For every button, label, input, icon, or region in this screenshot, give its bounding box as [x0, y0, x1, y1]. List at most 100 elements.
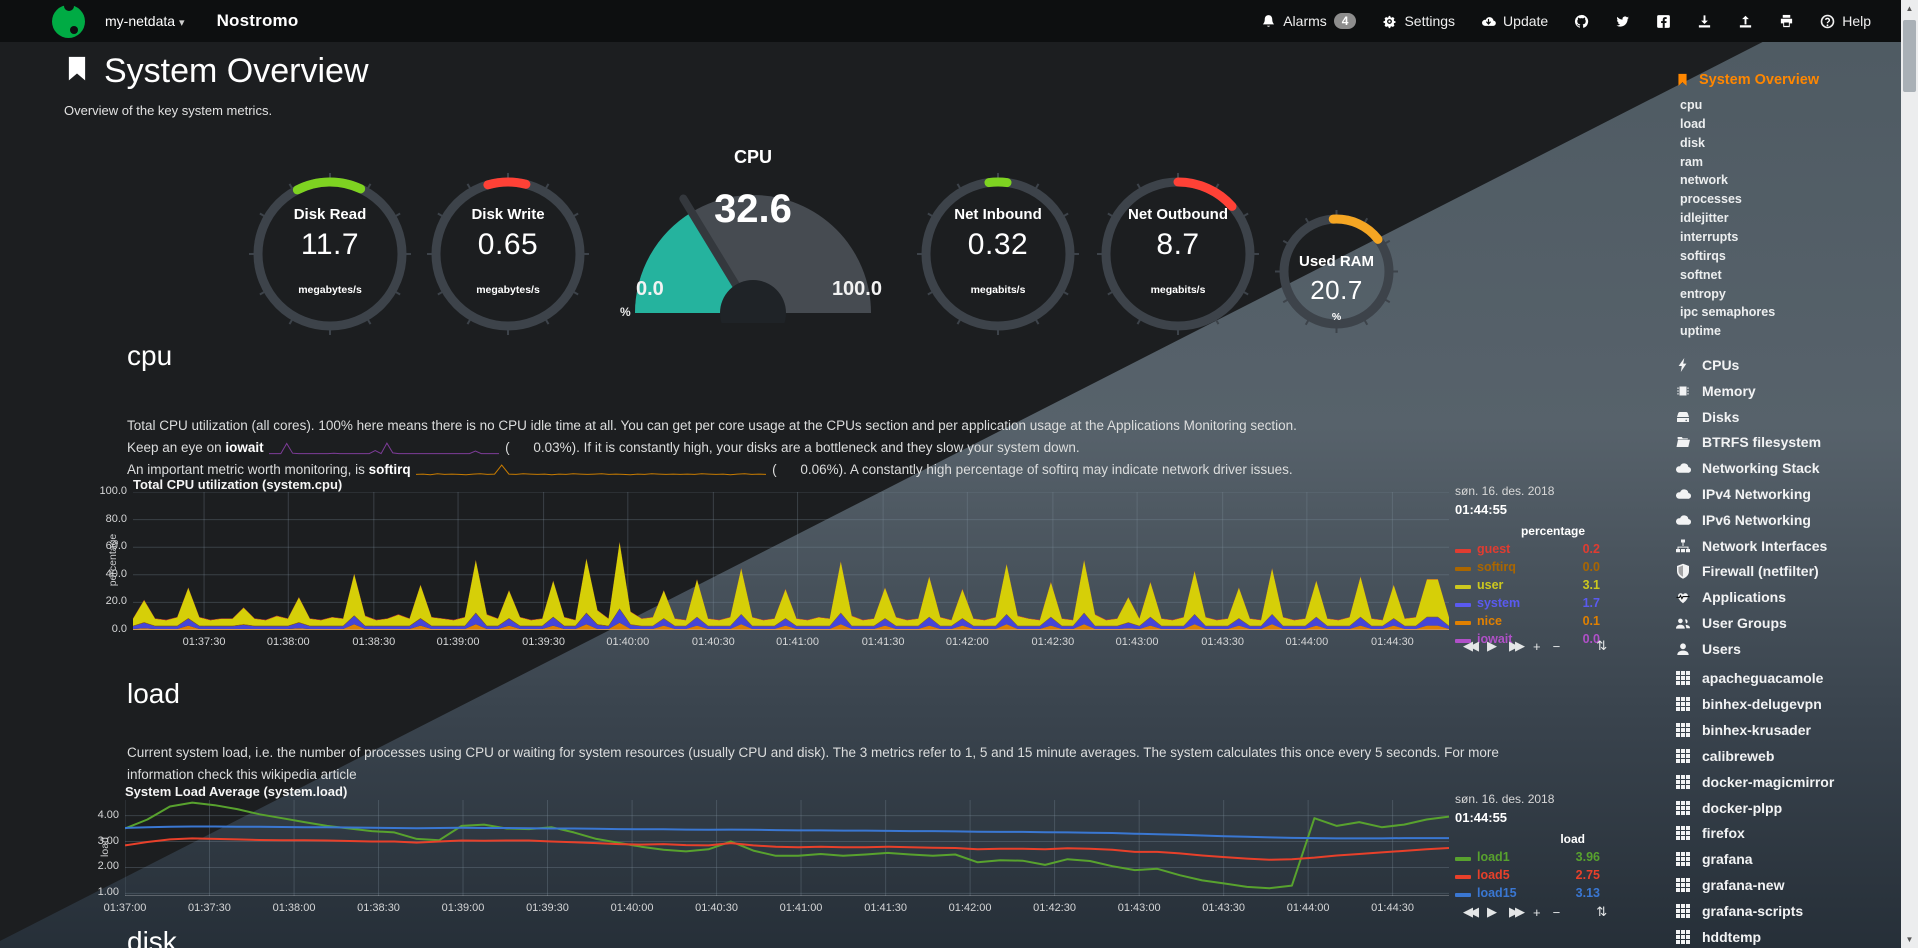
sidebar-subitem-ram[interactable]: ram: [1680, 154, 1703, 169]
x-tick-label: 01:40:00: [606, 636, 650, 648]
sidebar-item-memory[interactable]: Memory: [1675, 383, 1756, 399]
sidebar-item-applications[interactable]: Applications: [1675, 589, 1786, 605]
zoom-out-icon[interactable]: −: [1552, 904, 1561, 920]
sidebar-item-firefox[interactable]: firefox: [1675, 825, 1745, 841]
pan-left-icon[interactable]: ◀◀: [1463, 904, 1479, 919]
sidebar-item-docker-plpp[interactable]: docker-plpp: [1675, 800, 1782, 816]
sidebar-subitem-entropy[interactable]: entropy: [1680, 286, 1726, 301]
sidebar-item-ipv6-networking[interactable]: IPv6 Networking: [1675, 512, 1811, 528]
cpu-gauge[interactable]: CPU 32.6 0.0 100.0 %: [618, 145, 888, 330]
nav-item-settings[interactable]: Settings: [1382, 13, 1455, 29]
sidebar-item-system-overview[interactable]: System Overview: [1676, 72, 1819, 88]
upload-icon: [1738, 14, 1753, 29]
sidebar-item-firewall-netfilter-[interactable]: Firewall (netfilter): [1675, 563, 1819, 579]
th-icon: [1675, 877, 1691, 893]
gauge-net-inbound[interactable]: Net Inbound 0.32 megabits/s: [916, 172, 1080, 336]
x-tick-label: 01:38:30: [357, 902, 400, 914]
sidebar-subitem-load[interactable]: load: [1680, 116, 1706, 131]
resize-handle-icon[interactable]: ⇅: [1596, 638, 1608, 653]
sidebar-item-apacheguacamole[interactable]: apacheguacamole: [1675, 670, 1823, 686]
sidebar-subitem-ipc-semaphores[interactable]: ipc semaphores: [1680, 305, 1776, 320]
sidebar-item-cpus[interactable]: CPUs: [1675, 357, 1739, 373]
sidebar-item-calibreweb[interactable]: calibreweb: [1675, 748, 1774, 764]
legend-swatch: [1455, 875, 1471, 879]
legend-name: system: [1477, 596, 1521, 610]
sidebar-item-ipv4-networking[interactable]: IPv4 Networking: [1675, 486, 1811, 502]
sidebar-item-disks[interactable]: Disks: [1675, 409, 1739, 425]
th-icon: [1675, 696, 1691, 712]
github-icon: [1574, 14, 1589, 29]
sidebar-subitem-cpu[interactable]: cpu: [1680, 98, 1703, 112]
page-scrollbar[interactable]: ▲ ▼: [1901, 0, 1918, 948]
zoom-in-icon[interactable]: +: [1533, 638, 1541, 654]
pan-left-icon[interactable]: ◀◀: [1463, 638, 1479, 653]
x-tick-label: 01:44:30: [1371, 902, 1414, 914]
legend-date: søn. 16. des. 2018: [1455, 484, 1555, 498]
sidebar-subitem-idlejitter[interactable]: idlejitter: [1680, 211, 1729, 226]
nav-item-update[interactable]: Update: [1481, 13, 1548, 29]
x-tick-label: 01:38:00: [272, 902, 316, 914]
nav-item-help[interactable]: Help: [1820, 13, 1871, 29]
x-tick-label: 01:37:00: [103, 902, 147, 914]
nav-item-github[interactable]: [1574, 14, 1589, 29]
play-icon[interactable]: ▶: [1487, 638, 1497, 653]
scrollbar-thumb[interactable]: [1903, 20, 1916, 92]
x-tick-label: 01:40:30: [691, 636, 735, 648]
sidebar-subitem-processes[interactable]: processes: [1680, 192, 1742, 207]
resize-handle-icon[interactable]: ⇅: [1596, 904, 1608, 919]
alarms-count-badge: 4: [1333, 13, 1357, 29]
sidebar-item-binhex-krusader[interactable]: binhex-krusader: [1675, 722, 1811, 738]
nav-item-twitter[interactable]: [1615, 14, 1630, 29]
y-tick-label: 3.00: [97, 834, 119, 847]
sidebar-subitem-uptime[interactable]: uptime: [1680, 324, 1721, 339]
sidebar-subitem-disk[interactable]: disk: [1680, 135, 1706, 150]
pan-right-icon[interactable]: ▶▶: [1509, 904, 1525, 919]
nav-item-facebook[interactable]: [1656, 14, 1671, 29]
sidebar-item-grafana-scripts[interactable]: grafana-scripts: [1675, 903, 1803, 919]
load-description: Current system load, i.e. the number of …: [127, 742, 1499, 786]
sidebar-item-label: IPv4 Networking: [1702, 486, 1811, 502]
sidebar-item-networking-stack[interactable]: Networking Stack: [1675, 460, 1819, 476]
sidebar-item-label: firefox: [1702, 825, 1745, 842]
sidebar-subitem-network[interactable]: network: [1680, 173, 1728, 188]
sidebar-item-user-groups[interactable]: User Groups: [1675, 615, 1787, 631]
nav-item-print[interactable]: [1779, 14, 1794, 29]
sidebar-item-grafana[interactable]: grafana: [1675, 851, 1753, 867]
sidebar-subitem-softnet[interactable]: softnet: [1680, 267, 1722, 282]
cpu-gauge-title: CPU: [733, 147, 772, 167]
legend-name: load1: [1477, 850, 1510, 864]
scroll-up-arrow-icon[interactable]: ▲: [1905, 4, 1914, 13]
chart-ylabel: percentage: [107, 533, 119, 587]
netdata-logo-icon[interactable]: [52, 4, 85, 38]
pan-right-icon[interactable]: ▶▶: [1509, 638, 1525, 653]
x-tick-label: 01:43:30: [1201, 636, 1245, 648]
gauge-disk-read[interactable]: Disk Read 11.7 megabytes/s: [248, 172, 412, 336]
sidebar-item-btrfs-filesystem[interactable]: BTRFS filesystem: [1675, 434, 1821, 450]
nav-item-upload[interactable]: [1738, 14, 1753, 29]
sidebar-item-grafana-new[interactable]: grafana-new: [1675, 877, 1784, 893]
heartbeat-icon: [1675, 589, 1691, 605]
x-tick-label: 01:42:30: [1031, 636, 1075, 648]
scroll-down-arrow-icon[interactable]: ▼: [1905, 935, 1914, 944]
sidebar-item-binhex-delugevpn[interactable]: binhex-delugevpn: [1675, 696, 1822, 712]
sidebar-item-label: BTRFS filesystem: [1702, 434, 1822, 451]
print-icon: [1779, 14, 1794, 29]
gauge-net-outbound[interactable]: Net Outbound 8.7 megabits/s: [1096, 172, 1260, 336]
gauge-disk-write[interactable]: Disk Write 0.65 megabytes/s: [426, 172, 590, 336]
zoom-in-icon[interactable]: +: [1533, 904, 1541, 920]
play-icon[interactable]: ▶: [1487, 904, 1497, 919]
x-tick-label: 01:37:30: [182, 636, 226, 648]
zoom-out-icon[interactable]: −: [1552, 638, 1561, 654]
sidebar-item-network-interfaces[interactable]: Network Interfaces: [1675, 538, 1827, 554]
nav-item-download[interactable]: [1697, 14, 1712, 29]
sidebar-item-hddtemp[interactable]: hddtemp: [1675, 929, 1761, 945]
sidebar-subitem-interrupts[interactable]: interrupts: [1680, 229, 1739, 244]
sidebar-item-docker-magicmirror[interactable]: docker-magicmirror: [1675, 774, 1834, 790]
hostname-dropdown[interactable]: my-netdata ▾: [105, 13, 185, 29]
sidebar-subitem-softirqs[interactable]: softirqs: [1680, 248, 1726, 263]
y-tick-label: 60.0: [105, 540, 127, 553]
cloud-icon: [1675, 460, 1691, 476]
gauge-used-ram[interactable]: Used RAM 20.7 %: [1274, 209, 1399, 334]
nav-item-alarms[interactable]: Alarms 4: [1261, 13, 1357, 29]
sidebar-item-users[interactable]: Users: [1675, 641, 1741, 657]
